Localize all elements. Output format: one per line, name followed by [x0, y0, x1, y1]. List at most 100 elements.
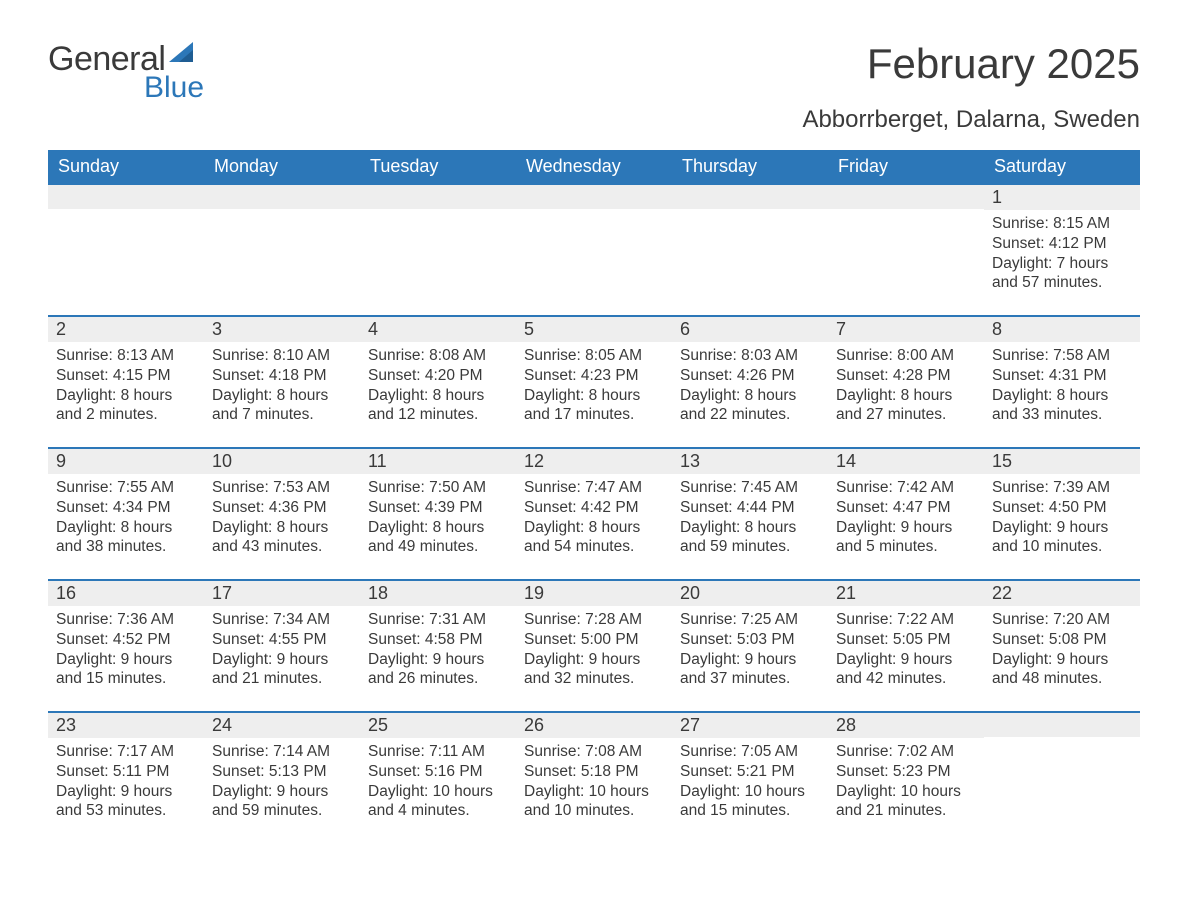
daylight-line: Daylight: 9 hours and 26 minutes.	[368, 650, 508, 690]
day-details: Sunrise: 7:34 AMSunset: 4:55 PMDaylight:…	[204, 606, 360, 689]
calendar-day-cell: 18Sunrise: 7:31 AMSunset: 4:58 PMDayligh…	[360, 579, 516, 711]
day-number: 26	[516, 713, 672, 738]
day-number: 17	[204, 581, 360, 606]
calendar-day-cell: 21Sunrise: 7:22 AMSunset: 5:05 PMDayligh…	[828, 579, 984, 711]
day-number: 18	[360, 581, 516, 606]
calendar-day-cell: 3Sunrise: 8:10 AMSunset: 4:18 PMDaylight…	[204, 315, 360, 447]
day-details: Sunrise: 7:22 AMSunset: 5:05 PMDaylight:…	[828, 606, 984, 689]
sunrise-line: Sunrise: 8:13 AM	[56, 346, 196, 366]
calendar-day-cell	[984, 711, 1140, 843]
daylight-line: Daylight: 8 hours and 7 minutes.	[212, 386, 352, 426]
sunrise-line: Sunrise: 8:03 AM	[680, 346, 820, 366]
daylight-line: Daylight: 8 hours and 49 minutes.	[368, 518, 508, 558]
calendar-day-cell: 24Sunrise: 7:14 AMSunset: 5:13 PMDayligh…	[204, 711, 360, 843]
day-number: 2	[48, 317, 204, 342]
sunrise-line: Sunrise: 7:20 AM	[992, 610, 1132, 630]
day-number: 24	[204, 713, 360, 738]
sunrise-line: Sunrise: 8:00 AM	[836, 346, 976, 366]
day-number	[828, 185, 984, 209]
weekday-header: Wednesday	[516, 150, 672, 183]
calendar-day-cell: 6Sunrise: 8:03 AMSunset: 4:26 PMDaylight…	[672, 315, 828, 447]
daylight-line: Daylight: 9 hours and 10 minutes.	[992, 518, 1132, 558]
daylight-line: Daylight: 8 hours and 38 minutes.	[56, 518, 196, 558]
day-details: Sunrise: 7:02 AMSunset: 5:23 PMDaylight:…	[828, 738, 984, 821]
daylight-line: Daylight: 10 hours and 15 minutes.	[680, 782, 820, 822]
day-details: Sunrise: 7:31 AMSunset: 4:58 PMDaylight:…	[360, 606, 516, 689]
sunrise-line: Sunrise: 8:10 AM	[212, 346, 352, 366]
day-details: Sunrise: 7:28 AMSunset: 5:00 PMDaylight:…	[516, 606, 672, 689]
day-details: Sunrise: 7:05 AMSunset: 5:21 PMDaylight:…	[672, 738, 828, 821]
day-number: 6	[672, 317, 828, 342]
sunset-line: Sunset: 4:44 PM	[680, 498, 820, 518]
day-number: 21	[828, 581, 984, 606]
location-subtitle: Abborrberget, Dalarna, Sweden	[802, 106, 1140, 134]
calendar-day-cell: 8Sunrise: 7:58 AMSunset: 4:31 PMDaylight…	[984, 315, 1140, 447]
day-details: Sunrise: 7:39 AMSunset: 4:50 PMDaylight:…	[984, 474, 1140, 557]
daylight-line: Daylight: 9 hours and 59 minutes.	[212, 782, 352, 822]
sunset-line: Sunset: 4:34 PM	[56, 498, 196, 518]
daylight-line: Daylight: 9 hours and 5 minutes.	[836, 518, 976, 558]
day-details: Sunrise: 7:47 AMSunset: 4:42 PMDaylight:…	[516, 474, 672, 557]
sunset-line: Sunset: 5:00 PM	[524, 630, 664, 650]
calendar-day-cell: 22Sunrise: 7:20 AMSunset: 5:08 PMDayligh…	[984, 579, 1140, 711]
day-number	[672, 185, 828, 209]
day-number: 19	[516, 581, 672, 606]
daylight-line: Daylight: 8 hours and 59 minutes.	[680, 518, 820, 558]
weekday-header: Saturday	[984, 150, 1140, 183]
day-number: 14	[828, 449, 984, 474]
day-details: Sunrise: 7:14 AMSunset: 5:13 PMDaylight:…	[204, 738, 360, 821]
calendar-day-cell: 15Sunrise: 7:39 AMSunset: 4:50 PMDayligh…	[984, 447, 1140, 579]
day-details: Sunrise: 8:08 AMSunset: 4:20 PMDaylight:…	[360, 342, 516, 425]
sunset-line: Sunset: 5:21 PM	[680, 762, 820, 782]
day-number: 27	[672, 713, 828, 738]
daylight-line: Daylight: 9 hours and 15 minutes.	[56, 650, 196, 690]
sunrise-line: Sunrise: 7:55 AM	[56, 478, 196, 498]
sail-icon	[167, 40, 197, 69]
calendar-day-cell: 17Sunrise: 7:34 AMSunset: 4:55 PMDayligh…	[204, 579, 360, 711]
day-details: Sunrise: 8:10 AMSunset: 4:18 PMDaylight:…	[204, 342, 360, 425]
day-number: 9	[48, 449, 204, 474]
day-number: 11	[360, 449, 516, 474]
sunset-line: Sunset: 4:28 PM	[836, 366, 976, 386]
brand-logo: General Blue	[48, 40, 204, 105]
daylight-line: Daylight: 8 hours and 33 minutes.	[992, 386, 1132, 426]
day-number: 25	[360, 713, 516, 738]
weekday-header: Friday	[828, 150, 984, 183]
sunrise-line: Sunrise: 7:22 AM	[836, 610, 976, 630]
weekday-header: Monday	[204, 150, 360, 183]
sunrise-line: Sunrise: 7:02 AM	[836, 742, 976, 762]
day-details: Sunrise: 8:05 AMSunset: 4:23 PMDaylight:…	[516, 342, 672, 425]
day-details: Sunrise: 7:45 AMSunset: 4:44 PMDaylight:…	[672, 474, 828, 557]
calendar-day-cell: 16Sunrise: 7:36 AMSunset: 4:52 PMDayligh…	[48, 579, 204, 711]
calendar-day-cell: 20Sunrise: 7:25 AMSunset: 5:03 PMDayligh…	[672, 579, 828, 711]
day-number: 1	[984, 185, 1140, 210]
sunset-line: Sunset: 5:13 PM	[212, 762, 352, 782]
sunrise-line: Sunrise: 8:15 AM	[992, 214, 1132, 234]
calendar-day-cell: 9 Sunrise: 7:55 AMSunset: 4:34 PMDaylight…	[48, 447, 204, 579]
daylight-line: Daylight: 10 hours and 21 minutes.	[836, 782, 976, 822]
daylight-line: Daylight: 8 hours and 43 minutes.	[212, 518, 352, 558]
day-number: 12	[516, 449, 672, 474]
day-details: Sunrise: 7:17 AMSunset: 5:11 PMDaylight:…	[48, 738, 204, 821]
calendar-day-cell	[516, 183, 672, 315]
day-details: Sunrise: 7:42 AMSunset: 4:47 PMDaylight:…	[828, 474, 984, 557]
sunrise-line: Sunrise: 7:42 AM	[836, 478, 976, 498]
calendar-day-cell	[48, 183, 204, 315]
daylight-line: Daylight: 8 hours and 12 minutes.	[368, 386, 508, 426]
day-number: 15	[984, 449, 1140, 474]
calendar-day-cell: 5Sunrise: 8:05 AMSunset: 4:23 PMDaylight…	[516, 315, 672, 447]
daylight-line: Daylight: 9 hours and 32 minutes.	[524, 650, 664, 690]
calendar-day-cell: 25Sunrise: 7:11 AMSunset: 5:16 PMDayligh…	[360, 711, 516, 843]
sunrise-line: Sunrise: 7:45 AM	[680, 478, 820, 498]
sunrise-line: Sunrise: 7:08 AM	[524, 742, 664, 762]
sunset-line: Sunset: 4:31 PM	[992, 366, 1132, 386]
sunset-line: Sunset: 4:39 PM	[368, 498, 508, 518]
day-details: Sunrise: 8:03 AMSunset: 4:26 PMDaylight:…	[672, 342, 828, 425]
calendar-day-cell: 10Sunrise: 7:53 AMSunset: 4:36 PMDayligh…	[204, 447, 360, 579]
daylight-line: Daylight: 8 hours and 17 minutes.	[524, 386, 664, 426]
daylight-line: Daylight: 8 hours and 54 minutes.	[524, 518, 664, 558]
calendar-day-cell: 2Sunrise: 8:13 AMSunset: 4:15 PMDaylight…	[48, 315, 204, 447]
day-details: Sunrise: 7:53 AMSunset: 4:36 PMDaylight:…	[204, 474, 360, 557]
calendar-day-cell: 14Sunrise: 7:42 AMSunset: 4:47 PMDayligh…	[828, 447, 984, 579]
day-number: 10	[204, 449, 360, 474]
